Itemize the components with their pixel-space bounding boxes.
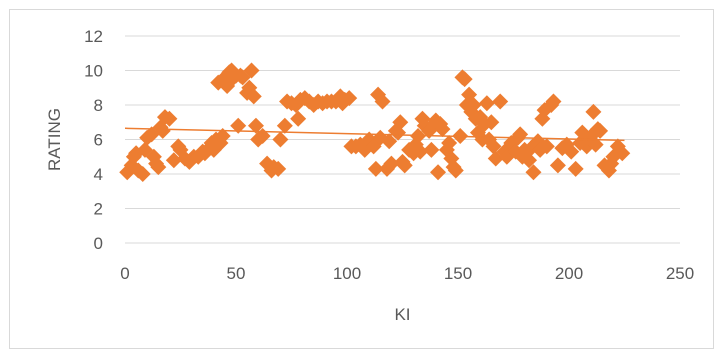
trendline <box>124 127 625 142</box>
y-tick-label: 4 <box>94 165 103 184</box>
data-point <box>423 141 440 158</box>
data-point <box>245 88 262 105</box>
data-point <box>412 143 429 160</box>
data-point <box>270 160 287 177</box>
data-point <box>396 157 413 174</box>
data-point <box>430 164 447 181</box>
data-point <box>272 131 289 148</box>
data-point <box>247 117 264 134</box>
data-point <box>592 122 609 139</box>
data-point <box>521 152 538 169</box>
x-tick-label: 100 <box>333 264 361 283</box>
data-point <box>290 110 307 127</box>
data-point <box>154 122 171 139</box>
data-point <box>161 110 178 127</box>
data-point <box>276 117 293 134</box>
x-axis-title: KI <box>394 305 410 324</box>
gridlines <box>125 35 680 244</box>
data-point <box>383 155 400 172</box>
y-axis-title: RATING <box>45 108 64 171</box>
data-point <box>434 121 451 138</box>
data-point <box>485 138 502 155</box>
data-point <box>478 95 495 112</box>
data-point <box>165 152 182 169</box>
data-point <box>456 71 473 88</box>
trendline-layer <box>124 127 625 142</box>
data-point <box>341 90 358 107</box>
data-point <box>243 62 260 79</box>
data-point <box>498 148 515 165</box>
data-point <box>381 133 398 150</box>
data-point <box>230 117 247 134</box>
data-point <box>374 93 391 110</box>
y-tick-label: 0 <box>94 234 103 253</box>
data-point <box>503 134 520 151</box>
data-point <box>465 97 482 113</box>
data-point <box>545 93 562 110</box>
data-point <box>614 145 631 162</box>
y-tick-label: 10 <box>84 62 103 81</box>
data-point <box>392 114 409 131</box>
data-points <box>119 62 631 182</box>
data-point <box>441 134 458 151</box>
data-point <box>585 103 602 120</box>
y-tick-label: 12 <box>84 27 103 46</box>
x-tick-label: 150 <box>444 264 472 283</box>
data-point <box>134 166 151 182</box>
data-point <box>587 136 604 153</box>
data-point <box>367 160 384 177</box>
data-point <box>567 160 584 177</box>
data-point <box>492 93 509 110</box>
data-point <box>538 138 555 155</box>
y-tick-label: 2 <box>94 200 103 219</box>
data-point <box>549 157 566 174</box>
x-tick-label: 50 <box>227 264 246 283</box>
y-tick-label: 8 <box>94 96 103 115</box>
data-point <box>150 159 167 176</box>
data-point <box>563 143 580 160</box>
data-point <box>390 124 407 141</box>
data-point <box>525 164 542 181</box>
x-tick-label: 250 <box>666 264 694 283</box>
data-point <box>214 128 231 145</box>
tick-labels: 0 2 4 6 8 10 12 0 50 100 150 200 250 <box>84 27 694 283</box>
x-tick-label: 200 <box>555 264 583 283</box>
x-tick-label: 0 <box>120 264 129 283</box>
y-tick-label: 6 <box>94 131 103 150</box>
data-point <box>483 114 500 131</box>
data-point <box>447 162 464 179</box>
